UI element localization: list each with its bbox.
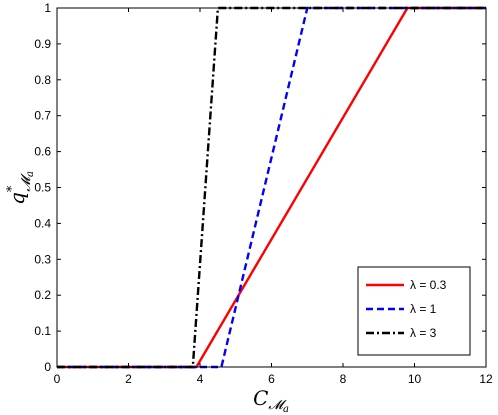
y-tick-label: 0.1 (34, 324, 51, 338)
legend-label-1: λ = 1 (410, 302, 437, 316)
legend-label-0: λ = 0.3 (410, 278, 447, 292)
x-tick-label: 8 (340, 372, 347, 386)
legend: λ = 0.3 λ = 1 λ = 3 (357, 266, 471, 356)
ticks-layer: 0 2 4 6 8 10 12 0 0.1 0.2 0.3 0.4 0.5 0.6 0.7 0.8 0.9 1 (34, 1, 493, 386)
y-tick-label: 0.9 (34, 37, 51, 51)
x-tick-label: 12 (479, 372, 493, 386)
x-tick-label: 6 (268, 372, 275, 386)
x-axis-label: C𝓜a (253, 386, 289, 415)
legend-box (357, 266, 471, 356)
y-tick-label: 0.5 (34, 181, 51, 195)
y-axis-label: q*𝓜a (5, 171, 36, 205)
y-tick-label: 0.7 (34, 109, 51, 123)
y-tick-label: 0.3 (34, 252, 51, 266)
x-tick-label: 10 (408, 372, 422, 386)
y-tick-label: 0.6 (34, 145, 51, 159)
y-tick-label: 0.2 (34, 288, 51, 302)
y-tick-label: 0 (44, 360, 51, 374)
x-tick-label: 2 (125, 372, 132, 386)
x-tick-label: 0 (54, 372, 61, 386)
y-tick-label: 0.8 (34, 73, 51, 87)
y-tick-label: 0.4 (34, 216, 51, 230)
legend-label-2: λ = 3 (410, 326, 437, 340)
x-tick-label: 4 (197, 372, 204, 386)
y-tick-label: 1 (44, 1, 51, 15)
